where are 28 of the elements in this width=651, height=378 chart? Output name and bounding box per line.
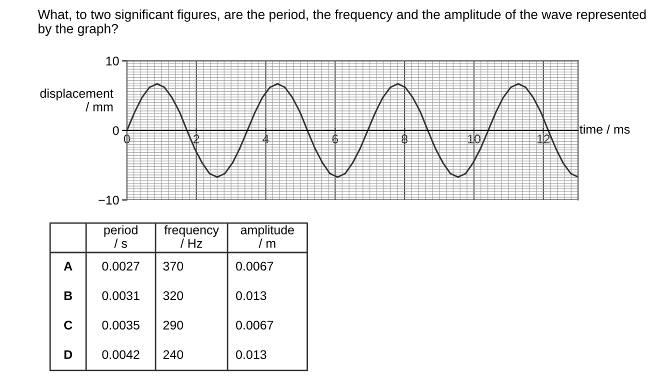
- text: frequency / Hz: [164, 225, 219, 248]
- x-tick-label: 12: [537, 134, 550, 144]
- text: 0.0031: [102, 291, 140, 300]
- x-axis-title: time / ms: [580, 124, 630, 134]
- y-tick-label: −10: [98, 196, 119, 205]
- chart-title: What, to two significant figures, are the period, the frequency and the amplitude of the wave represented by the graph?: [38, 9, 646, 36]
- text: 0.0067: [236, 320, 274, 330]
- text: 0.0042: [102, 350, 140, 360]
- text: 0.013: [236, 350, 266, 360]
- y-tick-label: 10: [106, 56, 119, 66]
- text: 0.0035: [102, 320, 140, 330]
- text: 320: [163, 291, 184, 300]
- x-tick-label: 10: [468, 134, 480, 144]
- y-tick-label: 0: [112, 126, 119, 136]
- text: 240: [163, 350, 184, 360]
- text: 0.0067: [236, 262, 274, 271]
- x-tick-label: 2: [194, 134, 200, 144]
- text: 290: [163, 320, 184, 330]
- text: A: [64, 262, 72, 270]
- text: D: [64, 350, 72, 359]
- text: B: [64, 291, 72, 300]
- text: 0.013: [236, 291, 266, 300]
- text: period / s: [104, 225, 138, 248]
- text: C: [64, 320, 72, 330]
- text: 370: [163, 262, 184, 271]
- text: amplitude / m: [240, 225, 294, 248]
- text: 0.0027: [102, 262, 140, 271]
- y-axis-title: displacement / mm: [40, 88, 114, 112]
